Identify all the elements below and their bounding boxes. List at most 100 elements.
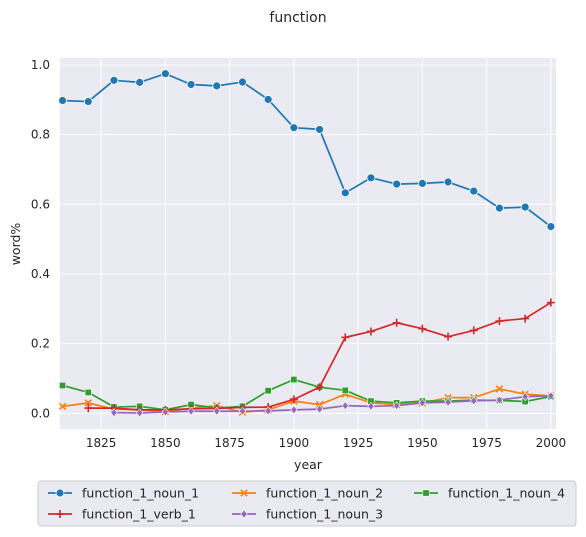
data-point	[341, 333, 350, 342]
y-tick-label: 0.0	[31, 406, 50, 420]
data-point	[84, 388, 92, 396]
data-point	[213, 406, 221, 416]
data-point	[520, 202, 530, 212]
x-tick-label: 1950	[407, 436, 438, 450]
data-point	[109, 75, 119, 85]
data-point	[547, 391, 555, 401]
series-function_1_noun_1	[58, 69, 556, 232]
data-point	[340, 188, 350, 198]
data-point	[315, 404, 324, 414]
data-point	[264, 387, 272, 395]
legend-label: function_1_noun_3	[266, 507, 383, 522]
data-point	[469, 326, 478, 335]
data-point	[341, 386, 349, 394]
data-point	[58, 96, 67, 105]
data-point	[290, 376, 298, 384]
data-point	[110, 408, 118, 418]
x-axis-ticks: 1825 1850 1875 1900 1925 1950 1975 2000	[86, 436, 566, 450]
data-point	[367, 401, 375, 411]
data-point	[315, 125, 324, 134]
x-tick-label: 1825	[86, 436, 117, 450]
data-point	[444, 397, 452, 407]
y-tick-label: 0.8	[31, 128, 50, 142]
data-point	[161, 407, 169, 417]
x-tick-label: 1925	[343, 436, 374, 450]
plot-area	[60, 58, 556, 429]
legend-marker	[55, 488, 65, 498]
legend-label: function_1_noun_1	[82, 486, 199, 501]
data-point	[160, 69, 170, 79]
y-tick-label: 0.2	[31, 337, 50, 351]
data-point	[290, 405, 298, 415]
data-point	[418, 398, 426, 408]
legend-label: function_1_noun_2	[266, 486, 383, 501]
data-point	[546, 298, 555, 307]
legend: function_1_noun_1 function_1_noun_2 functi…	[37, 480, 577, 527]
y-tick-label: 1.0	[31, 58, 50, 72]
data-point	[393, 401, 401, 411]
legend-label: function_1_verb_1	[82, 507, 196, 522]
data-point	[366, 327, 375, 336]
data-point	[135, 77, 145, 87]
data-point	[238, 77, 247, 87]
y-tick-label: 0.6	[31, 197, 50, 211]
data-point	[418, 324, 427, 333]
legend-marker	[422, 489, 430, 497]
data-point	[187, 406, 195, 416]
y-axis-label: word%	[8, 223, 23, 266]
data-point	[289, 123, 299, 133]
data-point	[521, 314, 530, 323]
legend-entry: function_1_verb_1	[48, 507, 196, 522]
data-point	[315, 383, 324, 392]
x-tick-label: 1975	[471, 436, 502, 450]
grid-lines	[60, 58, 556, 429]
data-point	[443, 177, 453, 187]
data-point	[186, 80, 196, 89]
data-point	[417, 179, 427, 188]
data-point	[341, 401, 349, 411]
data-point	[84, 399, 93, 407]
legend-entry: function_1_noun_1	[48, 486, 199, 501]
data-point	[495, 203, 504, 213]
chart-title: function	[269, 10, 326, 26]
data-point	[469, 186, 479, 196]
data-point	[58, 402, 67, 411]
legend-marker	[56, 510, 64, 518]
data-point	[521, 392, 529, 402]
series-function_1_noun_3	[110, 391, 555, 418]
data-point	[59, 381, 67, 389]
legend-entry: function_1_noun_3	[232, 507, 383, 522]
legend-entry: function_1_noun_4	[414, 486, 565, 501]
data-point	[495, 395, 504, 405]
series-line	[62, 72, 552, 228]
data-point	[238, 406, 247, 416]
legend-frame	[37, 480, 577, 527]
legend-marker	[240, 489, 248, 497]
data-point	[495, 385, 504, 393]
data-point	[264, 406, 272, 416]
x-tick-label: 1900	[279, 436, 310, 450]
data-point	[546, 222, 556, 232]
data-point	[315, 400, 324, 409]
y-tick-label: 0.4	[31, 267, 50, 281]
data-point	[136, 408, 144, 418]
data-point	[444, 332, 453, 341]
legend-label: function_1_noun_4	[448, 486, 565, 501]
series-line	[113, 395, 551, 414]
data-point	[84, 404, 93, 413]
data-point	[366, 173, 376, 183]
data-point	[289, 395, 298, 404]
y-axis-ticks: 0.0 0.2 0.4 0.6 0.8 1.0	[31, 58, 50, 420]
series-layer	[58, 69, 556, 418]
x-tick-label: 2000	[536, 436, 567, 450]
data-point	[83, 97, 93, 106]
data-point	[263, 95, 273, 104]
legend-marker	[240, 509, 248, 519]
x-axis-label: year	[294, 457, 323, 472]
x-tick-label: 1875	[214, 436, 245, 450]
data-point	[212, 81, 222, 91]
data-point	[495, 317, 504, 326]
x-tick-label: 1850	[150, 436, 181, 450]
legend-entry: function_1_noun_2	[232, 486, 383, 501]
